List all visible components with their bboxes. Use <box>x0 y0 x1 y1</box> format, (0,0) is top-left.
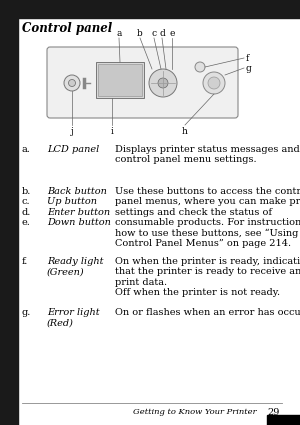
Circle shape <box>158 78 168 88</box>
Text: c: c <box>152 29 157 38</box>
Text: e: e <box>169 29 175 38</box>
Text: b.
c.
d.
e.: b. c. d. e. <box>22 187 32 227</box>
Bar <box>0 0 300 18</box>
Text: Back button
Up button
Enter button
Down button: Back button Up button Enter button Down … <box>47 187 111 227</box>
Text: a: a <box>116 29 122 38</box>
Text: b: b <box>137 29 143 38</box>
Bar <box>98 64 142 96</box>
Circle shape <box>64 75 80 91</box>
Text: a.: a. <box>22 145 31 154</box>
Bar <box>267 415 300 425</box>
Text: Use these buttons to access the control
panel menus, where you can make printer
: Use these buttons to access the control … <box>115 187 300 248</box>
Text: h: h <box>182 127 188 136</box>
Text: Error light
(Red): Error light (Red) <box>47 308 100 327</box>
Text: Getting to Know Your Printer: Getting to Know Your Printer <box>133 408 257 416</box>
FancyBboxPatch shape <box>47 47 238 118</box>
Text: On when the printer is ready, indicating
that the printer is ready to receive an: On when the printer is ready, indicating… <box>115 257 300 297</box>
Text: j: j <box>70 127 74 136</box>
Text: d: d <box>159 29 165 38</box>
Text: Control panel: Control panel <box>22 22 112 35</box>
Text: Displays printer status messages and
control panel menu settings.: Displays printer status messages and con… <box>115 145 300 164</box>
Circle shape <box>203 72 225 94</box>
Circle shape <box>149 69 177 97</box>
Text: 29: 29 <box>268 408 280 417</box>
Text: LCD panel: LCD panel <box>47 145 99 154</box>
Text: i: i <box>111 127 113 136</box>
Text: Ready light
(Green): Ready light (Green) <box>47 257 104 276</box>
Bar <box>0 0 18 425</box>
Circle shape <box>195 62 205 72</box>
Text: f: f <box>246 54 249 62</box>
Bar <box>96 62 144 98</box>
Circle shape <box>68 79 76 87</box>
Circle shape <box>208 77 220 89</box>
Text: On or flashes when an error has occurred.: On or flashes when an error has occurred… <box>115 308 300 317</box>
Text: g.: g. <box>22 308 32 317</box>
Text: g: g <box>246 63 252 73</box>
Text: f.: f. <box>22 257 28 266</box>
